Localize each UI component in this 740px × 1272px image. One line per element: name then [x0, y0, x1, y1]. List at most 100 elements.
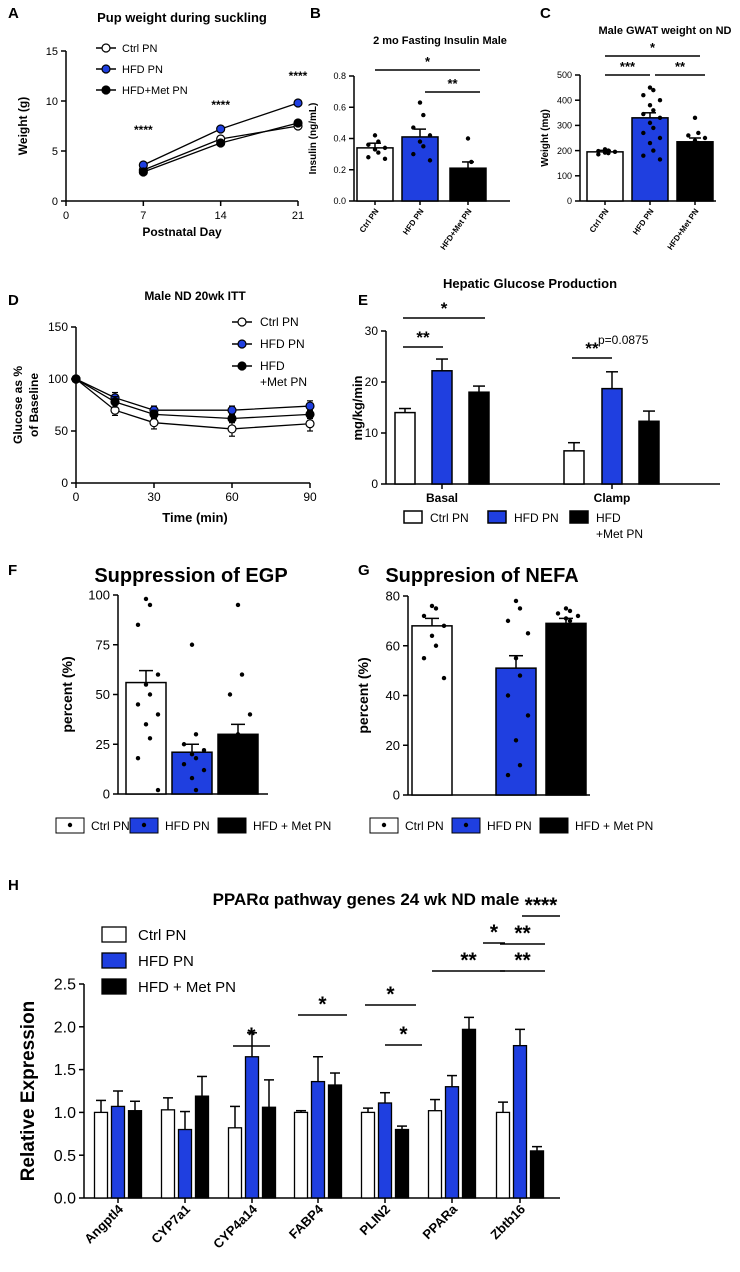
panel-g-legend-swatch [539, 817, 569, 834]
panel-c-ylabel: Weight (mg) [540, 109, 551, 167]
panel-d-y-tick-label: 100 [48, 372, 68, 386]
panel-c-data-point [647, 103, 653, 108]
panel-f-y-tick-label: 0 [103, 787, 110, 802]
panel-f-data-point [235, 602, 241, 608]
panel-b-data-point [366, 142, 371, 147]
panel-c-data-point [647, 120, 653, 126]
panel-c-x-tick-label: HFD+Met PN [666, 207, 701, 252]
panel-h-significance: ** [460, 949, 477, 972]
panel-h-significance: * [399, 1023, 408, 1046]
panel-g-data-point [513, 738, 519, 743]
panel-h-significance: * [247, 1024, 256, 1047]
panel-c-data-point [606, 150, 611, 156]
panel-c-x-tick-label: HFD PN [631, 207, 656, 237]
panel-d-x-tick-label: 30 [147, 490, 161, 504]
panel-h-x-tick-label: FABP4 [286, 1201, 327, 1242]
panel-c-data-point [647, 85, 653, 90]
panel-h-bar [227, 1127, 243, 1199]
panel-c-significance: *** [620, 59, 636, 74]
panel-a-legend-label: HFD+Met PN [122, 85, 188, 97]
panel-a-annotation: **** [211, 98, 230, 112]
panel-f-legend-swatch [217, 817, 247, 834]
panel-f-data-point [147, 602, 153, 608]
panel-f-data-point [143, 682, 149, 687]
panel-g-y-tick-label: 80 [386, 589, 400, 604]
panel-a-x-tick-label: 7 [140, 210, 146, 222]
panel-e-legend-swatch [569, 510, 589, 524]
panel-a-letter: A [8, 5, 19, 22]
panel-a-y-tick-label: 0 [52, 196, 58, 208]
panel-a-legend-marker [101, 64, 111, 74]
panel-g-data-point [513, 598, 519, 604]
panel-g-data-point [517, 673, 523, 678]
panel-c-data-point [651, 148, 656, 153]
panel-d-ylabel: Glucose as % [11, 366, 25, 444]
panel-f-data-point [135, 702, 141, 707]
panel-d-y-tick-label: 0 [61, 476, 68, 490]
panel-c-data-point [596, 152, 601, 157]
panel-g-y-tick-label: 60 [386, 638, 400, 653]
panel-g-data-point [517, 606, 523, 611]
panel-f-ylabel: percent (%) [59, 656, 75, 732]
panel-h-bar [194, 1095, 210, 1199]
panel-b-data-point [469, 159, 474, 165]
panel-g-y-tick-label: 20 [386, 738, 400, 753]
panel-a-y-tick-label: 10 [46, 96, 58, 108]
panel-g-legend-marker [381, 822, 387, 828]
panel-e-legend-swatch [487, 510, 507, 524]
panel-b-data-point [417, 100, 423, 105]
panel-h-legend-swatch [101, 952, 127, 969]
panel-f-data-point [147, 736, 153, 741]
panel-c-data-point [651, 87, 656, 93]
panel-e-bar [563, 450, 585, 485]
panel-b-data-point [376, 150, 381, 155]
panel-h-title: PPARα pathway genes 24 wk ND male [213, 890, 520, 909]
panel-e-significance: ** [585, 339, 599, 358]
panel-g-legend-label: HFD + Met PN [575, 819, 653, 833]
panel-b-data-point [417, 139, 423, 144]
panel-b-x-tick-label: HFD+Met PN [439, 207, 474, 252]
panel-f-data-point [193, 787, 199, 793]
panel-f-data-point [143, 722, 149, 727]
panel-g-data-point [567, 608, 573, 614]
panel-c-data-point [657, 98, 663, 103]
panel-f-y-tick-label: 75 [96, 637, 110, 652]
panel-c-data-point [686, 143, 691, 148]
panel-c-bar [676, 141, 714, 202]
panel-b-data-point [411, 125, 416, 130]
panel-e-significance: ** [416, 328, 430, 347]
panel-b-x-tick-label: Ctrl PN [358, 207, 381, 235]
panel-f-bar [125, 681, 167, 795]
panel-d-x-tick-label: 60 [225, 490, 239, 504]
panel-b-data-point [475, 183, 481, 188]
panel-h-significance: * [490, 921, 499, 944]
panel-c-y-tick-label: 400 [557, 95, 572, 105]
panel-g-data-point [433, 643, 439, 648]
panel-g-y-tick-label: 40 [386, 688, 400, 703]
panel-c-data-point [647, 140, 653, 146]
panel-a-x-tick-label: 14 [215, 210, 227, 222]
panel-f-data-point [155, 672, 161, 677]
panel-a-series-line [143, 102, 299, 166]
panel-c-data-point [657, 157, 663, 162]
panel-f-data-point [239, 672, 245, 677]
panel-f-data-point [189, 775, 195, 781]
panel-b-data-point [465, 136, 471, 141]
panel-c-data-point [641, 130, 646, 136]
panel-f-data-point [143, 596, 149, 602]
panel-f-data-point [155, 787, 161, 793]
panel-a-y-tick-label: 15 [46, 46, 58, 58]
panel-a-title: Pup weight during suckling [97, 10, 267, 25]
panel-h-bar [177, 1128, 193, 1199]
panel-c-data-point [641, 92, 646, 98]
panel-g-data-point [555, 611, 561, 616]
panel-g-data-point [563, 616, 569, 621]
panel-h-x-tick-label: PLIN2 [356, 1202, 393, 1239]
panel-d-legend-marker [237, 361, 247, 371]
panel-h-bar [495, 1111, 511, 1199]
panel-a-ylabel: Weight (g) [16, 97, 30, 155]
panel-g-data-point [513, 655, 519, 661]
panel-h-bar [310, 1080, 326, 1199]
panel-f-data-point [239, 742, 245, 747]
